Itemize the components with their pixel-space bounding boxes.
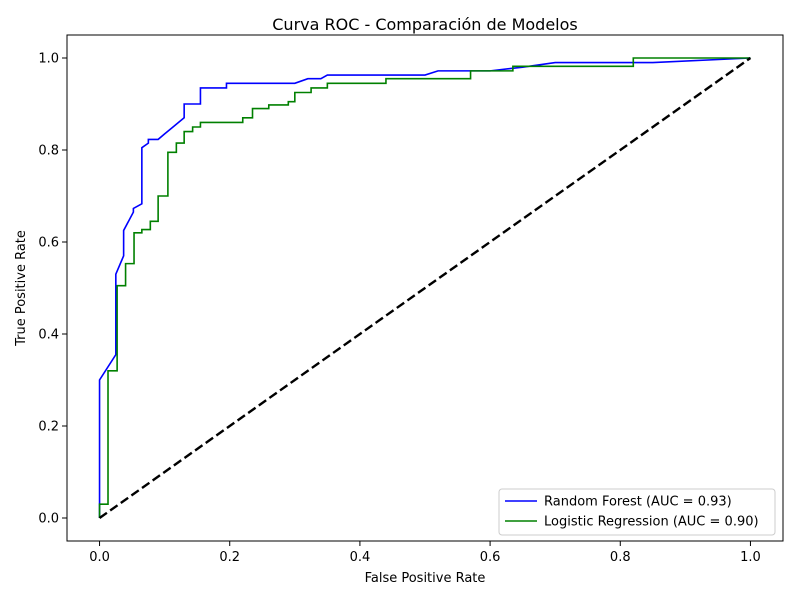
y-tick-label: 0.8	[38, 144, 59, 159]
y-tick-label: 0.6	[38, 236, 59, 251]
x-tick-label: 0.4	[350, 550, 371, 565]
y-tick-label: 0.4	[38, 328, 59, 343]
legend: Random Forest (AUC = 0.93) Logistic Regre…	[498, 488, 776, 536]
x-axis-label: False Positive Rate	[365, 571, 486, 586]
legend-box	[498, 488, 776, 536]
y-tick-label: 0.2	[38, 420, 59, 435]
y-tick-label: 0.0	[38, 512, 59, 527]
x-tick-label: 1.0	[740, 550, 761, 565]
series-line-1	[98, 57, 751, 518]
plot-area	[98, 57, 752, 519]
legend-label: Logistic Regression (AUC = 0.90)	[544, 515, 759, 530]
x-tick-label: 0.8	[610, 550, 631, 565]
x-tick-label: 0.2	[219, 550, 240, 565]
series-line-0	[98, 57, 751, 518]
diagonal-reference-line	[98, 57, 752, 519]
y-axis-label: True Positive Rate	[14, 230, 29, 347]
x-tick-label: 0.6	[480, 550, 501, 565]
y-tick-label: 1.0	[38, 52, 59, 67]
axes-frame	[66, 34, 784, 542]
x-tick-label: 0.0	[89, 550, 110, 565]
chart-title: Curva ROC - Comparación de Modelos	[272, 15, 577, 34]
legend-label: Random Forest (AUC = 0.93)	[544, 495, 732, 510]
